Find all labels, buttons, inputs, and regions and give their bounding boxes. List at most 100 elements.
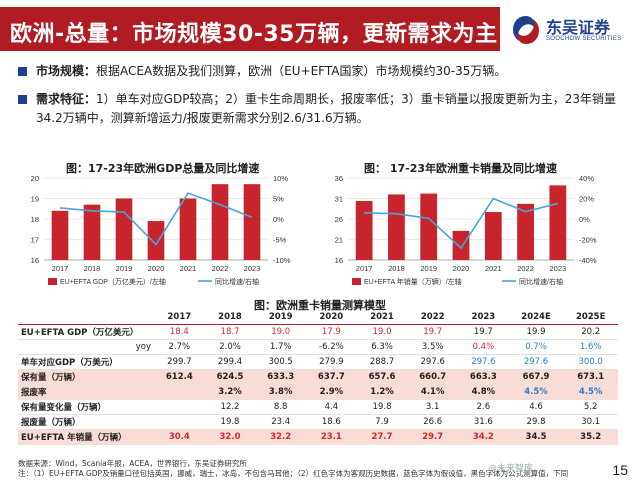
table-cell: 32.2: [255, 429, 307, 445]
table-cell: 297.6: [508, 354, 564, 370]
bar: [147, 221, 165, 260]
y2-tick-label: -40%: [579, 256, 597, 265]
bar: [420, 193, 438, 260]
table-cell: 657.6: [356, 369, 408, 385]
column-header: 2020: [306, 310, 357, 325]
table-cell: 3.5%: [407, 339, 459, 355]
bar: [83, 204, 101, 260]
x-tick-label: 2022: [517, 264, 534, 273]
y2-tick-label: -10%: [273, 256, 291, 265]
table-cell: 299.7: [154, 354, 205, 370]
column-header: 2017: [154, 310, 205, 325]
bullet-label: 需求特征：: [36, 92, 97, 106]
table-cell: 2.6: [458, 399, 509, 415]
footer-source: 数据来源：Wind，Scania年报，ACEA，世界银行，东吴证券研究所: [18, 459, 247, 468]
bar: [243, 184, 261, 260]
x-tick-label: 2023: [550, 264, 567, 273]
table-cell: 1.7%: [255, 339, 307, 355]
table-cell: 297.6: [458, 354, 509, 370]
table-cell: 23.1: [306, 429, 357, 445]
table-row: EU+EFTA 年销量（万辆） 30.4 32.0 32.2 23.1 27.7 29.7 3…: [18, 429, 618, 445]
x-tick-label: 2023: [244, 264, 261, 273]
table-cell: 27.7: [356, 429, 408, 445]
table-cell: 4.5%: [508, 384, 564, 400]
table-cell: 5.2: [563, 399, 618, 415]
row-label: 报废量（万辆）: [18, 414, 154, 430]
column-header: 2023: [458, 310, 509, 325]
y2-tick-label: 20%: [579, 195, 594, 204]
x-tick-label: 2018: [84, 264, 101, 273]
legend-label: 同比增速/右轴: [519, 277, 563, 286]
bar: [549, 185, 567, 260]
right-chart-title: 图： 17-23年欧洲重卡销量及同比增速: [364, 162, 558, 175]
bar: [388, 194, 405, 260]
column-header: 2018: [204, 310, 256, 325]
table-cell: 23.4: [255, 414, 307, 430]
column-header: 2024E: [508, 310, 564, 325]
bullet-demand-features: 需求特征：1）单车对应GDP较高；2）重卡生命周期长，报废率低；3）重卡销量以报…: [18, 90, 628, 128]
table-row: 报废率 3.2% 3.8% 2.9% 1.2% 4.1% 4.8% 4.5% 4.5%: [18, 384, 618, 400]
legend-label: EU+EFTA 年销量（万辆）/左轴: [364, 277, 462, 286]
bar: [115, 198, 133, 260]
table-cell: 20.2: [563, 324, 618, 340]
title-bar: 欧洲-总量：市场规模30-35万辆，更新需求为主: [0, 7, 500, 51]
table-cell: 279.9: [306, 354, 357, 370]
table-cell: 19.7: [407, 324, 459, 340]
table-cell: [154, 414, 205, 430]
table-cell: 4.5%: [563, 384, 618, 400]
x-tick-label: 2019: [116, 264, 133, 273]
table-cell: 637.7: [306, 369, 357, 385]
table-cell: 17.9: [306, 324, 357, 340]
row-label: EU+EFTA GDP（万亿美元）: [18, 324, 154, 340]
x-tick-label: 2021: [180, 264, 197, 273]
table-cell: 26.6: [407, 414, 459, 430]
table-row: 单车对应GDP（万美元） 299.7 299.4 300.5 279.9 288.7 297…: [18, 354, 618, 370]
table-cell: 19.9: [508, 324, 564, 340]
row-label: yoy: [18, 339, 154, 355]
y2-tick-label: 0%: [273, 215, 284, 224]
table-cell: [154, 384, 205, 400]
legend-label: 同比增速/右轴: [215, 277, 259, 286]
y2-tick-label: -20%: [579, 236, 597, 245]
table-cell: 19.8: [356, 399, 408, 415]
legend-label: EU+EFTA GDP（万亿美元）/左轴: [60, 277, 166, 286]
y2-tick-label: 40%: [579, 174, 594, 183]
table-row: EU+EFTA GDP（万亿美元） 18.4 18.7 19.0 17.9 19.0 19.…: [18, 324, 618, 340]
footer-note: 注：（1）EU+EFTA GDP及销量口径包括英国，挪威，瑞士，冰岛，不包含马耳…: [18, 469, 569, 478]
bar: [355, 200, 373, 260]
x-tick-label: 2019: [420, 264, 437, 273]
table-cell: 4.8%: [458, 384, 509, 400]
y-tick-label: 17: [31, 236, 39, 245]
column-header: 2019: [255, 310, 307, 325]
table-cell: 624.5: [204, 369, 256, 385]
y-tick-label: 19: [31, 195, 39, 204]
table-cell: 2.7%: [154, 339, 205, 355]
table-cell: 3.1: [407, 399, 459, 415]
row-label: EU+EFTA 年销量（万辆）: [18, 429, 154, 445]
table-cell: 0.7%: [508, 339, 564, 355]
bullet-square-icon: [18, 67, 27, 76]
bullet-label: 市场规模：: [36, 64, 97, 78]
column-header: [18, 310, 154, 325]
table-cell: 19.7: [458, 324, 509, 340]
table-cell: 663.3: [458, 369, 509, 385]
bar: [179, 198, 197, 260]
x-tick-label: 2022: [212, 264, 229, 273]
x-tick-label: 2017: [52, 264, 69, 273]
table-cell: 4.4: [306, 399, 357, 415]
y2-tick-label: 10%: [273, 174, 288, 183]
column-header: 2021: [356, 310, 408, 325]
table-cell: -6.2%: [306, 339, 357, 355]
watermark: @未来智库: [488, 464, 534, 474]
x-tick-label: 2017: [356, 264, 373, 273]
table-cell: 34.5: [508, 429, 564, 445]
x-tick-label: 2021: [485, 264, 502, 273]
table-cell: 673.1: [563, 369, 618, 385]
table-cell: 3.2%: [204, 384, 256, 400]
bullet-square-icon: [18, 95, 27, 104]
bullet-market-size: 市场规模：根据ACEA数据及我们测算，欧洲（EU+EFTA国家）市场规模约30-…: [18, 62, 628, 81]
table-cell: 19.8: [204, 414, 256, 430]
y-tick-label: 26: [335, 215, 343, 224]
y-tick-label: 36: [335, 174, 343, 183]
table-cell: 288.7: [356, 354, 408, 370]
